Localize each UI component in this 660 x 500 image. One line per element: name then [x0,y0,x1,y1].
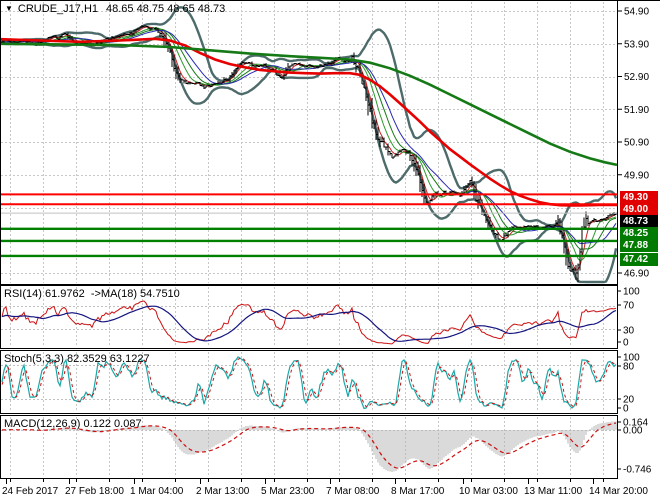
time-axis-label: 7 Mar 08:00 [326,486,380,497]
bollinger-upper-band [1,6,618,227]
macd-signal-line [2,422,617,469]
axis-tick-label: 30 [623,326,635,337]
axis-tick-label: -0.746 [623,465,652,476]
price-axis-tick-label: 46.90 [624,269,649,280]
time-axis-label: 14 Mar 20:00 [589,486,648,497]
price-axis-labels: 54.90 53.90 52.90 51.90 50.90 49.90 46.90 [618,7,649,280]
rsi-ma-line [1,305,617,342]
fast-ma-green-line-2 [1,28,617,250]
axis-tick-label: 20 [623,395,635,406]
time-axis-label: 10 Mar 03:00 [459,486,518,497]
time-axis-labels: 24 Feb 2017 27 Feb 18:00 1 Mar 04:00 2 Mar … [2,479,648,497]
price-axis-tick-label: 51.90 [624,105,649,116]
price-axis-tick-label: 53.90 [624,39,649,50]
bollinger-lower-band [1,35,618,284]
time-axis-label: 1 Mar 04:00 [130,486,184,497]
price-level-label-47.88: 47.88 [620,239,658,253]
ohlc-readout: 48.65 48.75 48.65 48.73 [106,3,226,15]
time-axis-label: 24 Feb 2017 [2,486,59,497]
time-axis-label: 8 Mar 17:00 [391,486,445,497]
time-axis-label: 5 Mar 23:00 [261,486,315,497]
axis-tick-label: 70 [623,301,635,312]
rsi-panel-frame [0,285,618,349]
price-axis-tick-label: 52.90 [624,72,649,83]
time-axis-ticks [6,479,604,484]
time-axis-label: 13 Mar 11:00 [524,486,583,497]
indicator-level-lines [1,306,617,431]
slow-ma-green-line [0,42,618,167]
rsi-axis-labels: 100 70 300 [618,287,640,349]
chart-title-bar: ▼ CRUDE_J17,H1 48.65 48.75 48.65 48.73 [5,3,225,15]
axis-tick-label: 100 [623,353,640,364]
axis-tick-label: 0.164 [623,418,648,429]
price-level-label-49.00: 49.00 [620,203,658,217]
price-level-label-49.30: 49.30 [620,191,658,205]
price-axis-tick-label: 54.90 [624,7,649,18]
macd-axis-labels: 0.1640.00 -0.746 [618,418,652,476]
price-level-label-47.42: 47.42 [620,253,658,266]
symbol-title: CRUDE_J17,H1 [17,3,99,15]
rsi-indicator-label: RSI(14) 61.9762 ->MA(18) 54.7510 [4,288,180,300]
stoch-axis-labels: 10080 200 [618,353,640,415]
stoch-panel-frame [0,350,618,414]
price-axis-tick-label: 50.90 [624,138,649,149]
main-chart-plot-area[interactable] [1,1,617,284]
stoch-k-line [1,356,617,410]
time-axis-label: 2 Mar 13:00 [196,486,250,497]
macd-panel-frame [0,415,618,479]
rsi-line [1,300,617,345]
time-axis-label: 27 Feb 18:00 [65,486,124,497]
axis-tick-label: 100 [623,287,640,298]
axis-tick-label: 0.00 [623,426,643,437]
stoch-indicator-label: Stoch(5,3,3) 82.3529 63.1227 [4,353,150,365]
stoch-d-line [1,357,617,408]
price-level-label-48.73: 48.73 [620,215,658,229]
price-axis-tick-label: 49.90 [624,170,649,181]
price-level-label-48.25: 48.25 [620,227,658,241]
axis-tick-label: 80 [623,362,635,373]
symbol-dropdown-icon[interactable]: ▼ [5,4,13,13]
axis-tick-label: 0 [623,404,629,415]
time-axis[interactable] [0,480,660,500]
macd-indicator-label: MACD(12,26,9) 0.122 0.087 [4,418,142,430]
axis-tick-label: 0 [623,338,629,349]
